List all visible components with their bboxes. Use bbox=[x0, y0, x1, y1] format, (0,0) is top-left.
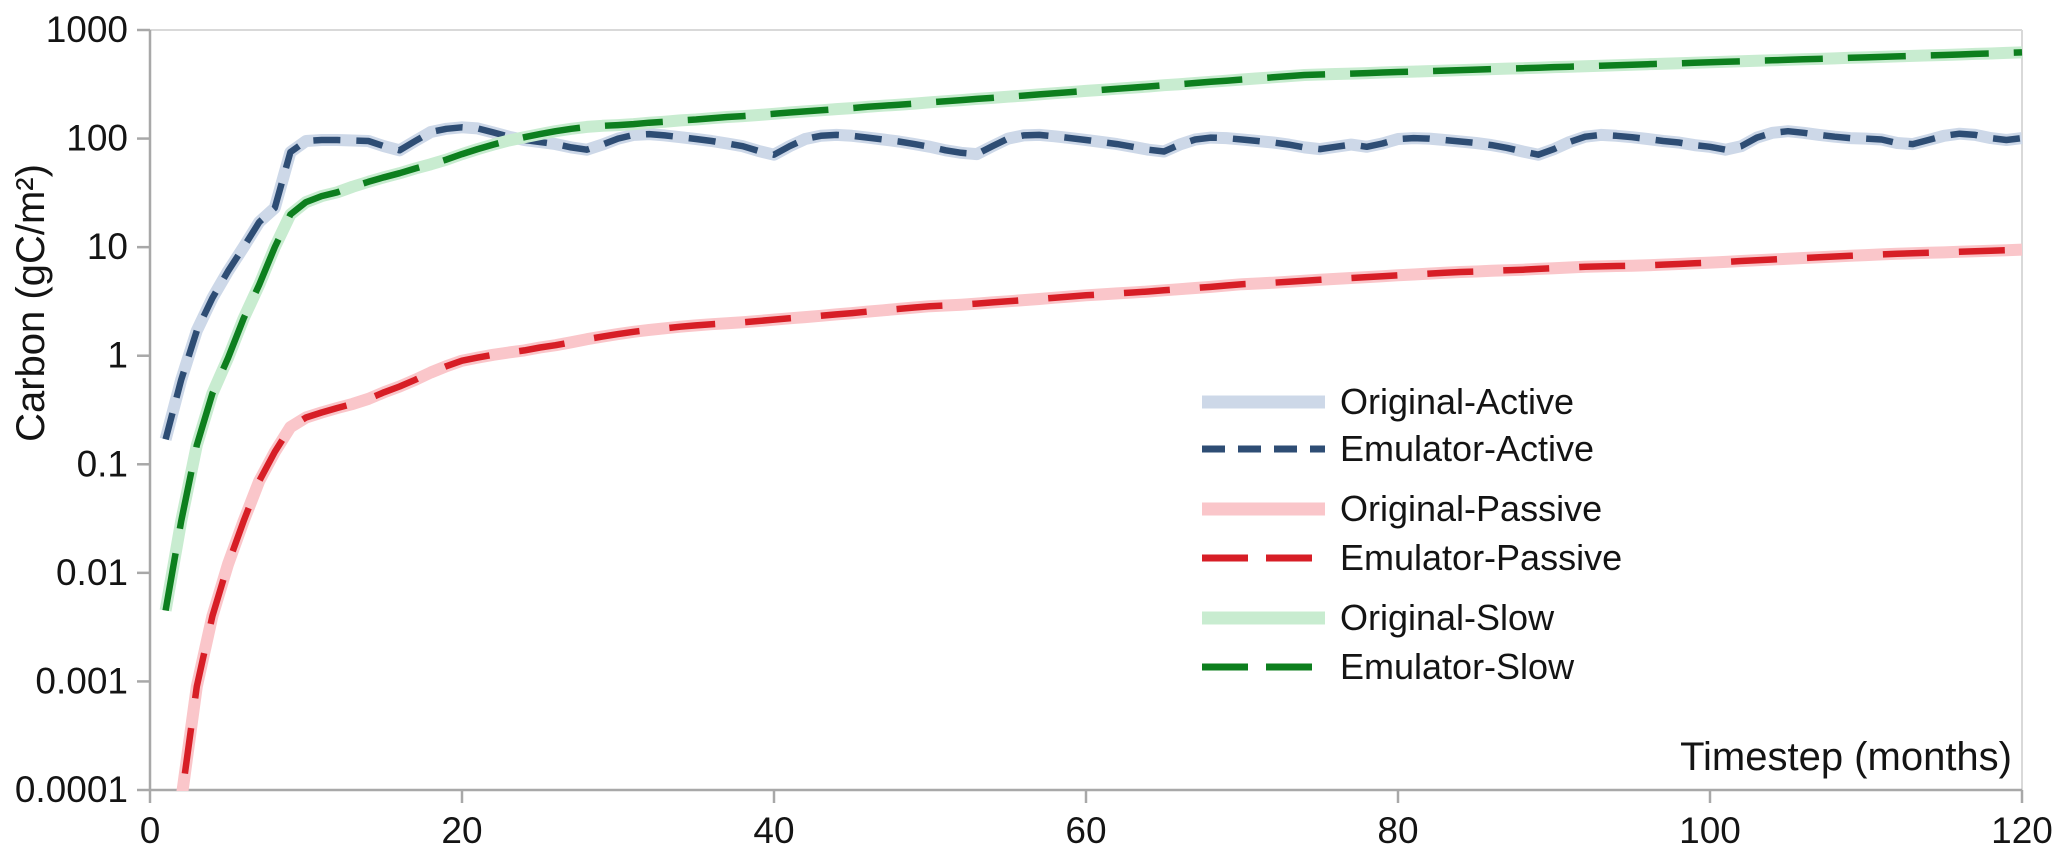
x-tick-label: 40 bbox=[753, 810, 794, 851]
legend-label: Emulator-Active bbox=[1340, 428, 1594, 469]
x-tick-label: 80 bbox=[1377, 810, 1418, 851]
legend-item-original-slow: Original-Slow bbox=[1202, 597, 1555, 638]
x-tick-label: 100 bbox=[1679, 810, 1741, 851]
y-tick-label: 0.01 bbox=[56, 552, 128, 593]
legend-item-emulator-passive: Emulator-Passive bbox=[1202, 537, 1622, 578]
x-tick-label: 20 bbox=[441, 810, 482, 851]
y-tick-label: 0.1 bbox=[77, 443, 128, 484]
series-emulator-active bbox=[162, 124, 2023, 441]
y-tick-label: 100 bbox=[66, 118, 128, 159]
x-tick-label: 0 bbox=[140, 810, 161, 851]
x-tick-label: 60 bbox=[1065, 810, 1106, 851]
legend-item-original-passive: Original-Passive bbox=[1202, 488, 1602, 529]
legend: Original-Active Emulator-Active Original-P… bbox=[1202, 381, 1622, 687]
legend-label: Original-Active bbox=[1340, 381, 1574, 422]
y-tick-label: 1000 bbox=[46, 9, 128, 50]
y-tick-label: 1 bbox=[107, 335, 128, 376]
legend-label: Original-Slow bbox=[1340, 597, 1555, 638]
series-layer bbox=[159, 46, 2023, 791]
series-emulator-slow bbox=[162, 49, 2023, 612]
legend-item-emulator-slow: Emulator-Slow bbox=[1202, 646, 1575, 687]
y-tick-label: 10 bbox=[87, 226, 128, 267]
legend-item-original-active: Original-Active bbox=[1202, 381, 1574, 422]
y-axis-label: Carbon (gC/m²) bbox=[9, 164, 53, 442]
x-tick-label: 120 bbox=[1991, 810, 2053, 851]
y-tick-label: 0.001 bbox=[35, 660, 128, 701]
x-axis-label: Timestep (months) bbox=[1680, 735, 2012, 779]
legend-label: Emulator-Passive bbox=[1340, 537, 1622, 578]
legend-item-emulator-active: Emulator-Active bbox=[1202, 428, 1594, 469]
series-emulator-passive bbox=[179, 246, 2023, 791]
legend-label: Emulator-Slow bbox=[1340, 646, 1575, 687]
axis-ticks: 0 20 40 60 80 100 120 1000 100 10 1 0.1 0.01 0.001 0.0… bbox=[15, 9, 2053, 851]
y-tick-label: 0.0001 bbox=[15, 769, 128, 810]
legend-label: Original-Passive bbox=[1340, 488, 1602, 529]
series-original-active bbox=[159, 121, 2023, 441]
